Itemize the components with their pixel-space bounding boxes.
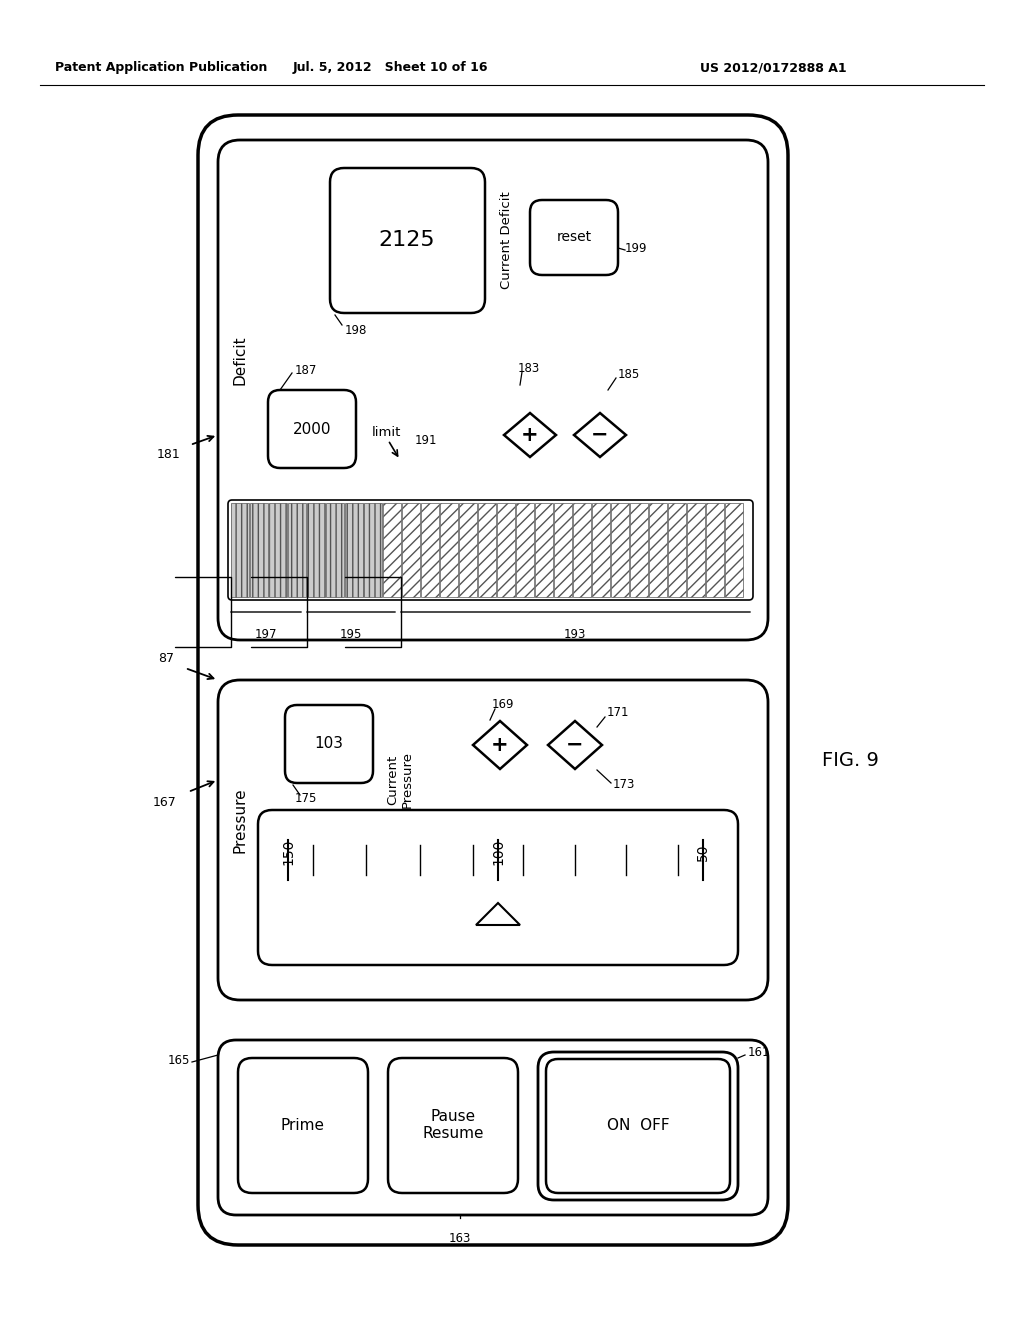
Bar — [478, 503, 496, 597]
Text: −: − — [591, 425, 608, 445]
Bar — [307, 503, 325, 597]
Text: US 2012/0172888 A1: US 2012/0172888 A1 — [700, 62, 847, 74]
Text: 103: 103 — [314, 737, 343, 751]
Text: 183: 183 — [518, 362, 541, 375]
FancyBboxPatch shape — [268, 389, 356, 469]
Text: Patent Application Publication: Patent Application Publication — [55, 62, 267, 74]
Bar — [288, 503, 306, 597]
Text: reset: reset — [556, 230, 592, 244]
Bar — [345, 503, 362, 597]
Text: limit: limit — [372, 425, 401, 438]
Bar — [402, 503, 420, 597]
Bar — [630, 503, 648, 597]
Bar — [516, 503, 534, 597]
Bar — [611, 503, 629, 597]
Text: 195: 195 — [340, 628, 362, 642]
FancyBboxPatch shape — [218, 680, 768, 1001]
Text: Jul. 5, 2012   Sheet 10 of 16: Jul. 5, 2012 Sheet 10 of 16 — [292, 62, 487, 74]
Text: +: + — [492, 735, 509, 755]
FancyBboxPatch shape — [218, 1040, 768, 1214]
FancyBboxPatch shape — [546, 1059, 730, 1193]
Bar — [649, 503, 667, 597]
Text: 171: 171 — [607, 706, 630, 719]
Text: ON  OFF: ON OFF — [606, 1118, 670, 1134]
Text: 173: 173 — [613, 779, 635, 792]
FancyBboxPatch shape — [388, 1059, 518, 1193]
FancyBboxPatch shape — [538, 1052, 738, 1200]
Text: FIG. 9: FIG. 9 — [821, 751, 879, 770]
Text: 163: 163 — [449, 1232, 471, 1245]
Text: 199: 199 — [625, 242, 647, 255]
Text: 198: 198 — [345, 323, 368, 337]
FancyBboxPatch shape — [530, 201, 618, 275]
FancyBboxPatch shape — [238, 1059, 368, 1193]
FancyBboxPatch shape — [228, 500, 753, 601]
Bar — [231, 503, 249, 597]
Bar — [535, 503, 553, 597]
Text: 2125: 2125 — [379, 230, 435, 249]
Text: 165: 165 — [168, 1053, 190, 1067]
Bar — [497, 503, 515, 597]
Bar — [554, 503, 572, 597]
Bar — [668, 503, 686, 597]
Text: 161: 161 — [748, 1045, 770, 1059]
Text: 175: 175 — [295, 792, 317, 805]
FancyBboxPatch shape — [218, 140, 768, 640]
Bar — [421, 503, 439, 597]
FancyBboxPatch shape — [258, 810, 738, 965]
Text: Deficit: Deficit — [232, 335, 248, 385]
Text: Prime: Prime — [281, 1118, 325, 1133]
Text: 193: 193 — [564, 628, 586, 642]
Text: 197: 197 — [255, 628, 278, 642]
Text: 150: 150 — [281, 838, 295, 865]
Text: 2000: 2000 — [293, 421, 331, 437]
Text: 181: 181 — [157, 449, 180, 462]
Bar — [687, 503, 705, 597]
FancyBboxPatch shape — [285, 705, 373, 783]
Bar — [364, 503, 382, 597]
Bar — [592, 503, 610, 597]
Text: +: + — [521, 425, 539, 445]
FancyBboxPatch shape — [330, 168, 485, 313]
Bar — [250, 503, 268, 597]
Bar — [706, 503, 724, 597]
Bar — [326, 503, 344, 597]
Bar — [573, 503, 591, 597]
Text: Pressure: Pressure — [232, 787, 248, 853]
Text: 185: 185 — [618, 367, 640, 380]
Bar — [383, 503, 401, 597]
Text: 50: 50 — [696, 843, 710, 861]
Text: 100: 100 — [490, 838, 505, 865]
Text: 167: 167 — [153, 796, 176, 808]
Text: Current
Pressure: Current Pressure — [386, 751, 414, 808]
Bar — [440, 503, 458, 597]
Text: 187: 187 — [295, 363, 317, 376]
FancyBboxPatch shape — [198, 115, 788, 1245]
Text: Pause
Resume: Pause Resume — [422, 1109, 483, 1142]
Text: −: − — [566, 735, 584, 755]
Text: 169: 169 — [492, 698, 514, 711]
Bar — [725, 503, 743, 597]
Bar — [459, 503, 477, 597]
Text: 87: 87 — [158, 652, 174, 664]
Text: Current Deficit: Current Deficit — [501, 191, 513, 289]
Text: 191: 191 — [415, 433, 437, 446]
Bar — [269, 503, 287, 597]
